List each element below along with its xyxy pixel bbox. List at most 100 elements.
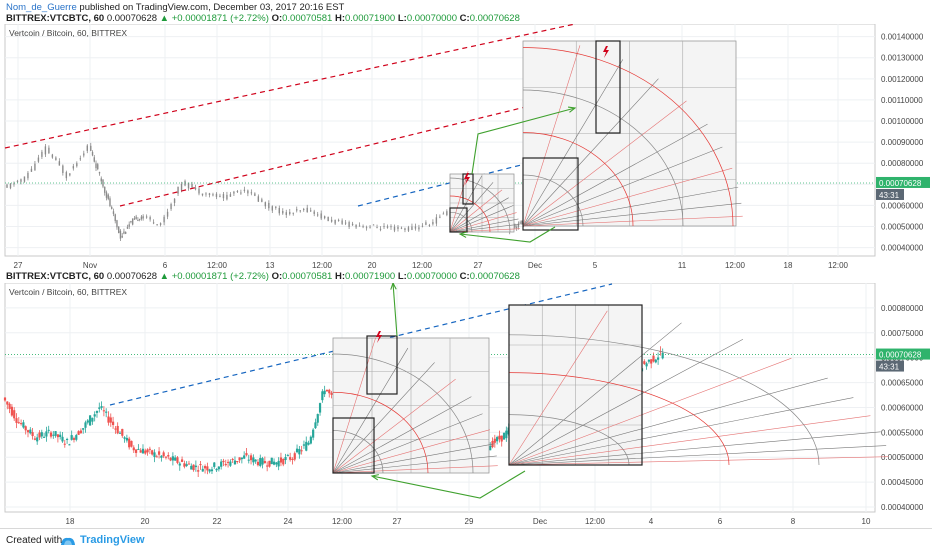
x-tick-label: 4: [649, 517, 654, 526]
chart-pane-bottom[interactable]: 0.000800000.000750000.000700000.00065000…: [0, 283, 932, 526]
candle-body: [100, 406, 103, 408]
candle-body: [8, 403, 11, 409]
low-label: L:: [397, 13, 407, 24]
close-label: C:: [459, 271, 470, 282]
candle-body: [152, 222, 155, 224]
gann-arc: [522, 47, 734, 227]
candle-body: [137, 220, 139, 222]
candle-body: [517, 223, 520, 227]
gann-fan-line: [508, 322, 682, 466]
y-tick-label: 0.00060000: [881, 403, 924, 412]
gann-fan-line: [508, 310, 608, 466]
gann-arc: [449, 211, 473, 233]
y-tick-label: 0.00045000: [881, 478, 924, 487]
candle-body: [140, 216, 143, 219]
candle-body: [318, 403, 322, 413]
candle-body: [351, 223, 354, 226]
last-price-badge: [876, 348, 930, 360]
candle-body: [303, 209, 305, 211]
gann-fan-line: [332, 465, 498, 474]
candle-body: [123, 231, 125, 234]
candle-body: [442, 213, 445, 215]
author-link[interactable]: Nom_de_Guerre: [6, 2, 77, 13]
candle-body: [185, 464, 188, 466]
x-tick-label: 8: [791, 517, 796, 526]
candle-body: [203, 466, 207, 469]
x-tick-label: 12:00: [332, 517, 353, 526]
chart-pane-top[interactable]: 0.00140000 0.00130000 0.00120000 0.00110000…: [0, 24, 932, 270]
candle-body: [293, 453, 296, 460]
candle-body: [105, 192, 108, 198]
candle-body: [97, 164, 99, 170]
lightning-icon: [603, 46, 609, 58]
candle-body: [10, 406, 13, 416]
green-arrow-up-head: [390, 283, 397, 290]
y-tick-label: 0.00120000: [881, 75, 924, 84]
candle-body: [348, 222, 350, 227]
gann-fan-line: [449, 171, 469, 233]
candle-body: [76, 163, 78, 167]
gann-fan-line: [449, 212, 517, 233]
candle-body: [17, 422, 20, 424]
gann-arc: [449, 195, 491, 233]
candle-body: [47, 429, 50, 431]
gann-highlight-box: [366, 335, 398, 395]
last-price-badge: [876, 176, 930, 188]
y-tick-label: 0.00100000: [881, 117, 924, 126]
candle-body: [26, 430, 30, 433]
candle-body: [107, 416, 110, 423]
tradingview-brand[interactable]: TradingView: [80, 534, 145, 546]
candle-body: [91, 151, 94, 156]
candle-body: [91, 417, 94, 422]
candle-body: [79, 430, 82, 434]
candle-body: [493, 438, 496, 443]
candle-body: [236, 191, 239, 193]
candle-body: [13, 183, 15, 185]
candle-body: [268, 460, 271, 467]
gann-box-small-top: [449, 171, 520, 233]
last-price-badge-text: 0.00070628: [879, 351, 922, 360]
symbol-label[interactable]: BITTREX:VTCBTC, 60: [6, 13, 105, 24]
candle-body: [220, 461, 223, 467]
countdown-text: 43:31: [879, 191, 900, 200]
symbol-label[interactable]: BITTREX:VTCBTC, 60: [6, 271, 105, 282]
candle-body: [198, 188, 200, 194]
candle-body: [75, 435, 78, 440]
candle-body: [432, 221, 434, 225]
candle-body: [102, 179, 104, 187]
gann-arc: [508, 414, 630, 466]
candle-body: [652, 355, 655, 362]
candle-body: [425, 222, 427, 225]
candle-body: [285, 212, 287, 215]
gann-fan-line: [449, 218, 519, 233]
candle-body: [65, 438, 69, 440]
x-tick-label: 12:00: [725, 261, 746, 270]
candle-body: [435, 217, 438, 224]
candle-body: [300, 450, 303, 452]
y-tick-label: 0.00050000: [881, 453, 924, 462]
plot-frame: [4, 24, 876, 257]
gann-arc: [508, 334, 820, 466]
y-tick-label: 0.00130000: [881, 54, 924, 63]
candle-body: [109, 417, 112, 423]
candle-body: [254, 459, 257, 462]
candle-body: [296, 209, 298, 211]
candle-body: [190, 465, 193, 470]
y-tick-label: 0.00040000: [881, 503, 924, 512]
candle-body: [69, 173, 71, 176]
candle-body: [369, 226, 371, 228]
candle-body: [362, 226, 364, 228]
tradingview-logo-icon[interactable]: [60, 533, 76, 551]
candle-body: [327, 216, 329, 222]
candle-body: [82, 428, 85, 430]
candle-body: [88, 415, 92, 426]
candle-body: [119, 230, 122, 239]
candle-body: [428, 224, 431, 226]
candle-body: [249, 455, 253, 461]
candle-body: [201, 468, 204, 472]
candle-body: [231, 458, 234, 460]
candle-body: [116, 425, 119, 434]
candle-body: [298, 449, 301, 455]
candle-body: [36, 437, 39, 442]
publish-line: Nom_de_Guerre published on TradingView.c…: [6, 2, 344, 13]
